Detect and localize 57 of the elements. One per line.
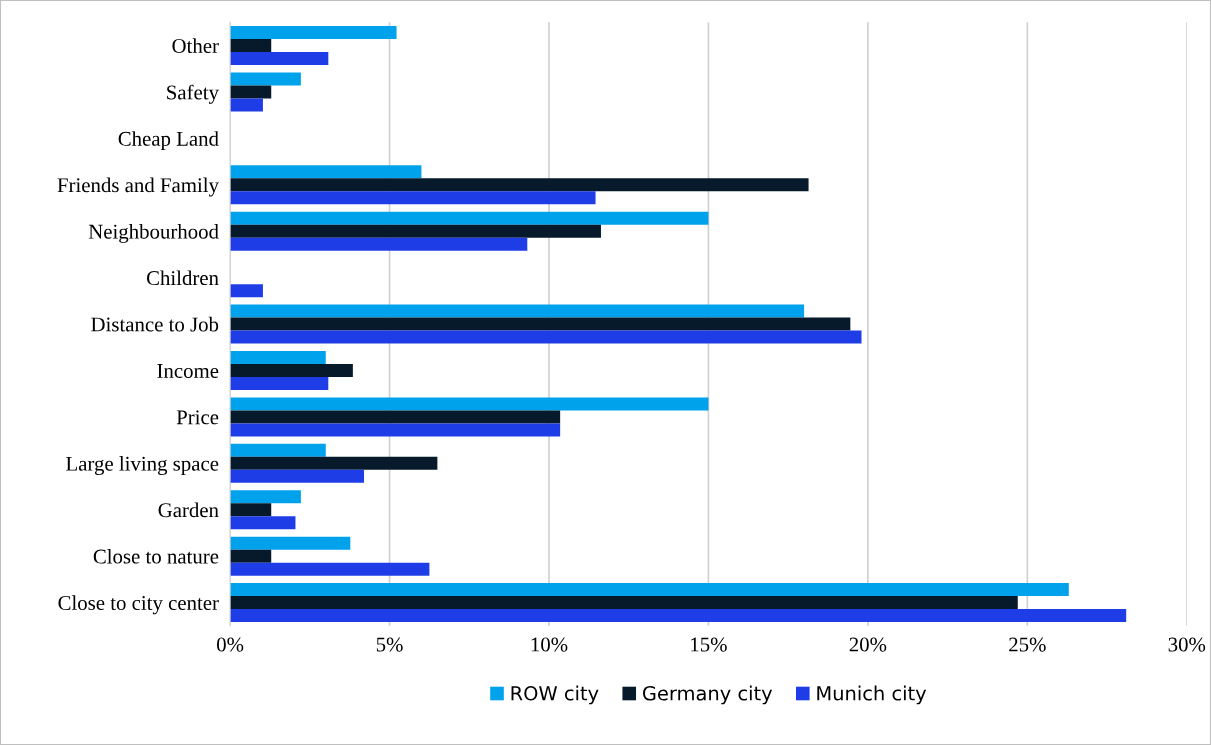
bar (230, 609, 1127, 623)
bar (230, 376, 329, 390)
bar (230, 364, 353, 377)
x-tick-label: 30% (1168, 637, 1206, 652)
y-tick-label: Large living space (66, 456, 219, 476)
y-tick-label: Cheap Land (118, 131, 219, 151)
bar (230, 583, 1069, 597)
bar (230, 304, 805, 318)
bar (230, 456, 438, 470)
bar (230, 284, 263, 298)
bar (230, 351, 326, 364)
y-tick-label: Safety (167, 84, 219, 104)
y-tick-label: Distance to Job (91, 316, 219, 332)
bar (230, 178, 809, 192)
bar (230, 443, 326, 457)
bar (230, 469, 365, 483)
bar (230, 516, 296, 530)
bar (230, 536, 351, 550)
bar (230, 490, 301, 504)
bar (230, 237, 528, 251)
legend-label: Germany city (642, 685, 773, 705)
legend-label: Munich city (817, 685, 927, 705)
x-tick-label: 20% (849, 637, 887, 652)
bar (230, 503, 272, 517)
bar (230, 98, 263, 112)
x-tick-label: 10% (531, 637, 568, 652)
bar (230, 562, 430, 576)
x-tick-label: 5% (376, 637, 403, 652)
bar (230, 26, 397, 40)
bar (230, 549, 272, 563)
bar (230, 39, 272, 53)
y-tick-label: Close to city center (58, 595, 219, 615)
y-tick-label: Friends and Family (57, 177, 219, 197)
bar (230, 330, 862, 344)
bar (230, 224, 601, 238)
y-tick-label: Garden (158, 502, 219, 518)
x-tick-label: 0% (217, 637, 244, 652)
y-tick-label: Income (157, 364, 219, 378)
bar (230, 72, 301, 86)
x-tick-label: 25% (1009, 637, 1046, 652)
y-tick-label: Neighbourhood (88, 224, 219, 243)
bar (230, 211, 709, 225)
y-tick-label: Children (146, 270, 219, 286)
bar (230, 596, 1018, 610)
bar (230, 317, 851, 331)
bar (230, 52, 329, 66)
bar (230, 191, 596, 205)
y-tick-label: Price (176, 410, 219, 425)
x-tick-label: 15% (691, 637, 727, 652)
y-tick-label: Close to nature (93, 548, 219, 564)
bar (230, 410, 561, 424)
y-tick-label: Other (172, 38, 219, 53)
bar (230, 397, 709, 411)
bar (230, 165, 422, 179)
bar (230, 423, 561, 437)
bar (230, 85, 272, 99)
legend-label: ROW city (511, 685, 599, 705)
